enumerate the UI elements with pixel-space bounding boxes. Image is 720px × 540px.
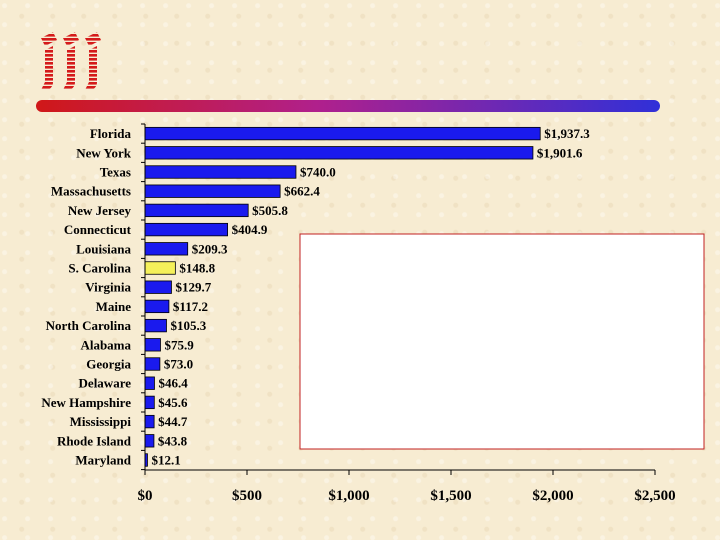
value-label: $1,937.3	[544, 126, 590, 141]
bar-4	[144, 203, 249, 218]
value-label: $404.9	[232, 222, 268, 237]
value-label: $43.8	[158, 433, 188, 448]
category-label: Rhode Island	[57, 433, 132, 448]
category-label: Alabama	[80, 337, 131, 352]
value-label: $662.4	[284, 184, 320, 199]
bar-0	[144, 126, 541, 141]
x-tick-label: $1,500	[430, 488, 471, 504]
category-label: Virginia	[85, 280, 131, 295]
value-label: $209.3	[192, 241, 228, 256]
value-label: $129.7	[175, 280, 211, 295]
category-label: Texas	[100, 165, 131, 180]
category-label: New Jersey	[68, 203, 132, 218]
value-label: $44.7	[158, 414, 188, 429]
x-tick-label: $1,000	[328, 488, 369, 504]
bar-9	[144, 299, 170, 314]
x-tick-label: $2,000	[532, 488, 573, 504]
category-label: S. Carolina	[68, 261, 131, 276]
category-label: New York	[76, 145, 132, 160]
callout-box	[299, 233, 705, 450]
category-label: Georgia	[86, 357, 131, 372]
value-label: $46.4	[158, 376, 188, 391]
x-tick-label: $2,500	[634, 488, 675, 504]
bar-8	[144, 280, 172, 294]
bar-2	[144, 165, 297, 179]
category-label: Massachusetts	[51, 184, 131, 199]
iii-logo	[41, 32, 101, 90]
category-label: North Carolina	[46, 318, 132, 333]
header-divider	[36, 100, 660, 112]
value-label: $12.1	[151, 453, 180, 468]
bar-12	[144, 357, 161, 371]
category-label: Louisiana	[76, 241, 131, 256]
value-label: $740.0	[300, 165, 336, 180]
bar-7	[144, 261, 176, 275]
category-label: Mississippi	[70, 414, 132, 429]
bar-1	[144, 146, 534, 160]
category-label: Florida	[90, 126, 132, 141]
category-label: Connecticut	[64, 222, 132, 237]
x-tick-label: $500	[232, 488, 262, 504]
bar-6	[144, 242, 189, 256]
value-label: $148.8	[179, 261, 215, 276]
category-label: New Hampshire	[41, 395, 131, 410]
x-tick-label: $0	[138, 488, 153, 504]
value-label: $105.3	[170, 318, 206, 333]
category-label: Maryland	[75, 453, 131, 468]
value-label: $73.0	[164, 357, 193, 372]
value-label: $505.8	[252, 203, 288, 218]
value-label: $45.6	[158, 395, 188, 410]
bar-15	[144, 414, 155, 429]
bar-3	[144, 184, 281, 198]
bar-5	[144, 222, 228, 237]
value-label: $1,901.6	[537, 145, 583, 160]
bar-16	[144, 434, 155, 448]
value-label: $117.2	[173, 299, 208, 314]
category-label: Delaware	[79, 376, 132, 391]
category-label: Maine	[96, 299, 132, 314]
bar-13	[144, 376, 155, 390]
bar-11	[144, 338, 161, 352]
bar-10	[144, 318, 167, 333]
value-label: $75.9	[164, 337, 194, 352]
bar-14	[144, 395, 155, 410]
